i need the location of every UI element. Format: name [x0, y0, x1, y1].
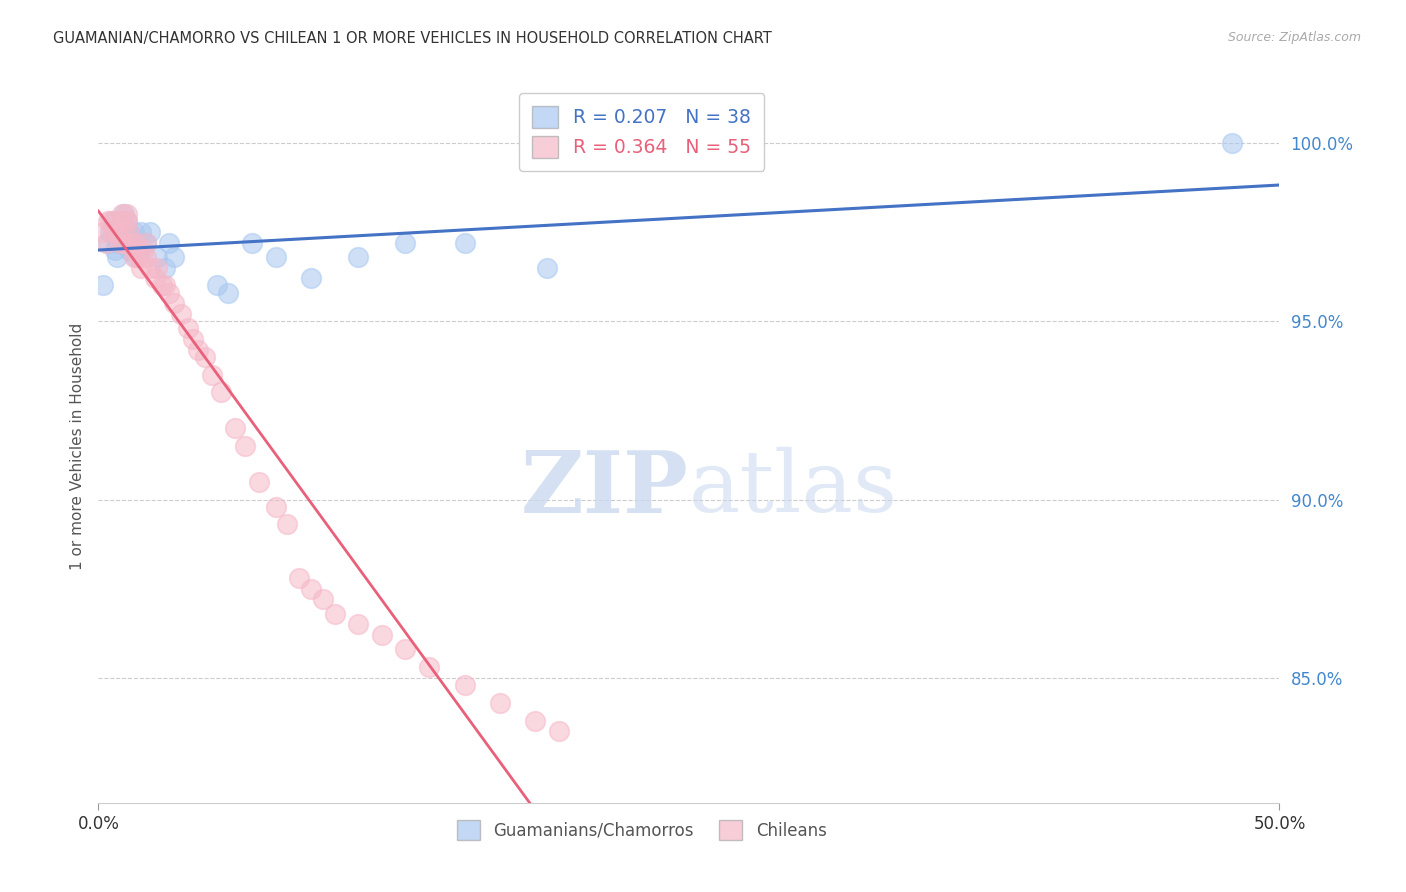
- Point: [115, 225, 138, 239]
- Point: [125, 250, 148, 264]
- Point: [453, 678, 475, 692]
- Point: [118, 243, 141, 257]
- Point: [143, 271, 166, 285]
- Point: [125, 235, 148, 250]
- Point: [139, 225, 162, 239]
- Point: [153, 260, 176, 275]
- Point: [170, 307, 193, 321]
- Point: [112, 225, 135, 239]
- Point: [122, 225, 145, 239]
- Point: [97, 214, 120, 228]
- Point: [111, 207, 134, 221]
- Point: [118, 225, 141, 239]
- Point: [128, 250, 150, 264]
- Point: [201, 368, 224, 382]
- Point: [94, 235, 117, 250]
- Point: [299, 582, 322, 596]
- Point: [323, 607, 346, 621]
- Point: [101, 214, 124, 228]
- Point: [111, 214, 134, 228]
- Point: [347, 250, 370, 264]
- Point: [135, 250, 157, 264]
- Text: GUAMANIAN/CHAMORRO VS CHILEAN 1 OR MORE VEHICLES IN HOUSEHOLD CORRELATION CHART: GUAMANIAN/CHAMORRO VS CHILEAN 1 OR MORE …: [53, 31, 772, 46]
- Point: [453, 235, 475, 250]
- Point: [91, 278, 114, 293]
- Point: [104, 214, 127, 228]
- Point: [104, 225, 127, 239]
- Point: [115, 214, 138, 228]
- Point: [101, 225, 124, 239]
- Point: [157, 235, 180, 250]
- Point: [139, 260, 162, 275]
- Point: [97, 235, 120, 250]
- Point: [129, 225, 152, 239]
- Point: [122, 250, 145, 264]
- Point: [489, 696, 512, 710]
- Point: [217, 285, 239, 300]
- Point: [233, 439, 256, 453]
- Point: [418, 660, 440, 674]
- Point: [112, 207, 135, 221]
- Text: ZIP: ZIP: [522, 447, 689, 531]
- Point: [108, 235, 131, 250]
- Point: [98, 225, 121, 239]
- Point: [104, 243, 127, 257]
- Point: [205, 278, 228, 293]
- Point: [115, 214, 138, 228]
- Point: [209, 385, 232, 400]
- Point: [105, 235, 128, 250]
- Point: [187, 343, 209, 357]
- Point: [112, 235, 135, 250]
- Point: [108, 235, 131, 250]
- Point: [121, 235, 143, 250]
- Text: Source: ZipAtlas.com: Source: ZipAtlas.com: [1227, 31, 1361, 45]
- Point: [394, 235, 416, 250]
- Point: [371, 628, 394, 642]
- Point: [524, 714, 547, 728]
- Point: [240, 235, 263, 250]
- Point: [536, 260, 558, 275]
- Point: [177, 321, 200, 335]
- Point: [394, 642, 416, 657]
- Point: [264, 500, 287, 514]
- Point: [118, 225, 141, 239]
- Point: [264, 250, 287, 264]
- Point: [276, 517, 298, 532]
- Point: [347, 617, 370, 632]
- Point: [115, 207, 138, 221]
- Point: [128, 243, 150, 257]
- Point: [1220, 136, 1243, 150]
- Point: [299, 271, 322, 285]
- Point: [122, 243, 145, 257]
- Text: atlas: atlas: [689, 447, 898, 531]
- Point: [194, 350, 217, 364]
- Point: [135, 235, 157, 250]
- Point: [163, 250, 186, 264]
- Point: [181, 332, 204, 346]
- Point: [548, 724, 571, 739]
- Point: [111, 225, 134, 239]
- Point: [224, 421, 246, 435]
- Y-axis label: 1 or more Vehicles in Household: 1 or more Vehicles in Household: [69, 322, 84, 570]
- Point: [111, 214, 134, 228]
- Point: [105, 250, 128, 264]
- Point: [112, 235, 135, 250]
- Point: [146, 250, 169, 264]
- Point: [150, 278, 173, 293]
- Point: [312, 592, 335, 607]
- Point: [157, 285, 180, 300]
- Point: [129, 260, 152, 275]
- Point: [146, 260, 169, 275]
- Point: [121, 235, 143, 250]
- Point: [247, 475, 270, 489]
- Point: [91, 225, 114, 239]
- Point: [288, 571, 311, 585]
- Point: [153, 278, 176, 293]
- Point: [98, 214, 121, 228]
- Legend: Guamanians/Chamorros, Chileans: Guamanians/Chamorros, Chileans: [449, 812, 835, 848]
- Point: [135, 235, 157, 250]
- Point: [163, 296, 186, 310]
- Point: [105, 225, 128, 239]
- Point: [132, 243, 155, 257]
